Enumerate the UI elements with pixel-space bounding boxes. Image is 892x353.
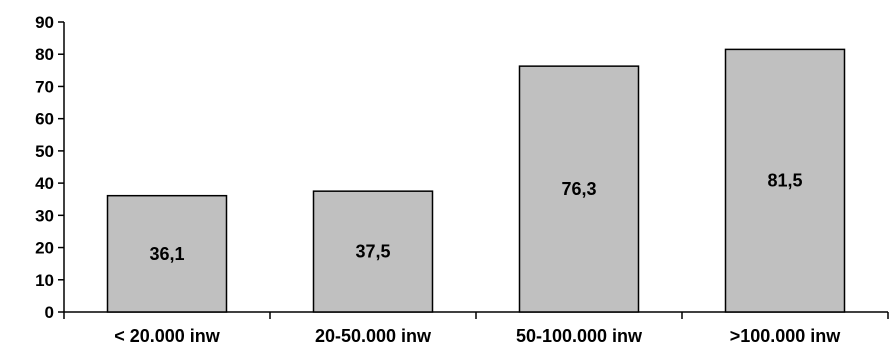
data-label: 81,5 <box>767 171 802 191</box>
y-tick-label: 80 <box>35 45 54 64</box>
x-category-label: 50-100.000 inw <box>516 326 643 346</box>
data-label: 36,1 <box>149 244 184 264</box>
data-labels: 36,1 37,5 76,3 81,5 <box>149 171 802 264</box>
y-tick-label: 30 <box>35 206 54 225</box>
y-tick-label: 70 <box>35 77 54 96</box>
bar <box>106 194 228 313</box>
y-tick-label: 10 <box>35 271 54 290</box>
y-axis: 0 10 20 30 40 50 60 70 80 90 <box>35 13 65 322</box>
bars <box>106 48 846 313</box>
y-tick-label: 40 <box>35 174 54 193</box>
x-category-label: >100.000 inw <box>730 326 842 346</box>
x-axis: < 20.000 inw 20-50.000 inw 50-100.000 inw >… <box>63 311 889 346</box>
x-category-label: 20-50.000 inw <box>315 326 432 346</box>
bar <box>724 48 846 313</box>
data-label: 37,5 <box>355 242 390 262</box>
y-tick-label: 0 <box>45 303 54 322</box>
y-tick-label: 60 <box>35 110 54 129</box>
y-tick-label: 90 <box>35 13 54 32</box>
x-category-label: < 20.000 inw <box>114 326 221 346</box>
y-tick-label: 50 <box>35 142 54 161</box>
data-label: 76,3 <box>561 179 596 199</box>
bar <box>312 190 434 313</box>
y-tick-label: 20 <box>35 239 54 258</box>
bar <box>518 65 640 313</box>
